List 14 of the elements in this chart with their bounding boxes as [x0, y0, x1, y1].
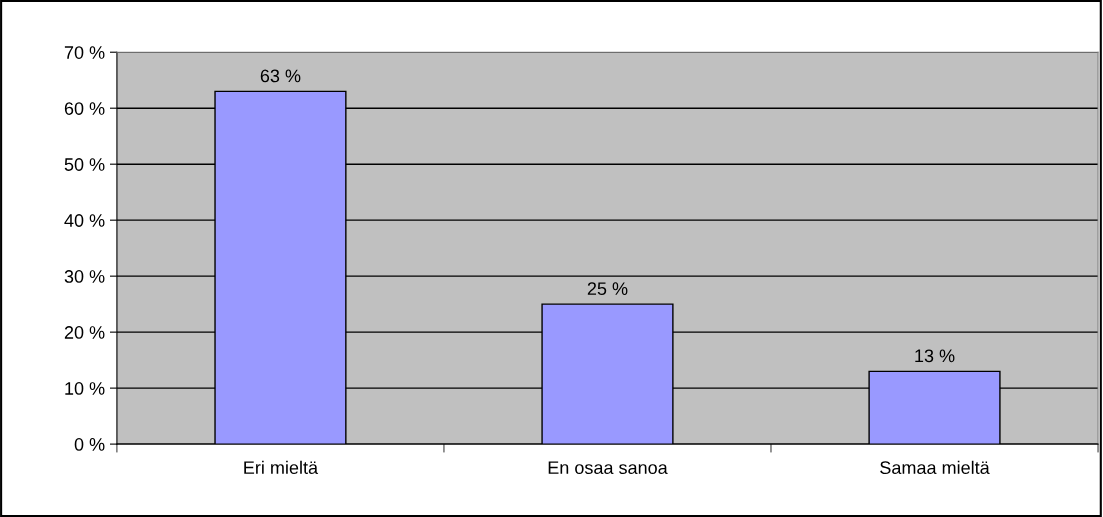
y-tick-label: 30 %	[64, 270, 105, 283]
y-tick-label: 70 %	[64, 46, 105, 59]
x-tick-label: En osaa sanoa	[548, 461, 668, 475]
x-tick-label: Samaa mieltä	[880, 460, 990, 475]
data-label: 63 %	[260, 69, 301, 83]
y-tick-label: 60 %	[64, 102, 105, 115]
data-label: 13 %	[915, 349, 955, 363]
y-tick-label: 20 %	[64, 326, 105, 339]
y-tick-label: 40 %	[64, 214, 105, 227]
y-tick-label: 50 %	[64, 158, 105, 171]
y-tick-label: 0 %	[74, 438, 105, 451]
data-label: 25 %	[587, 282, 628, 296]
y-tick-label: 10 %	[65, 382, 105, 395]
x-tick-label: Eri mieltä	[244, 460, 319, 475]
